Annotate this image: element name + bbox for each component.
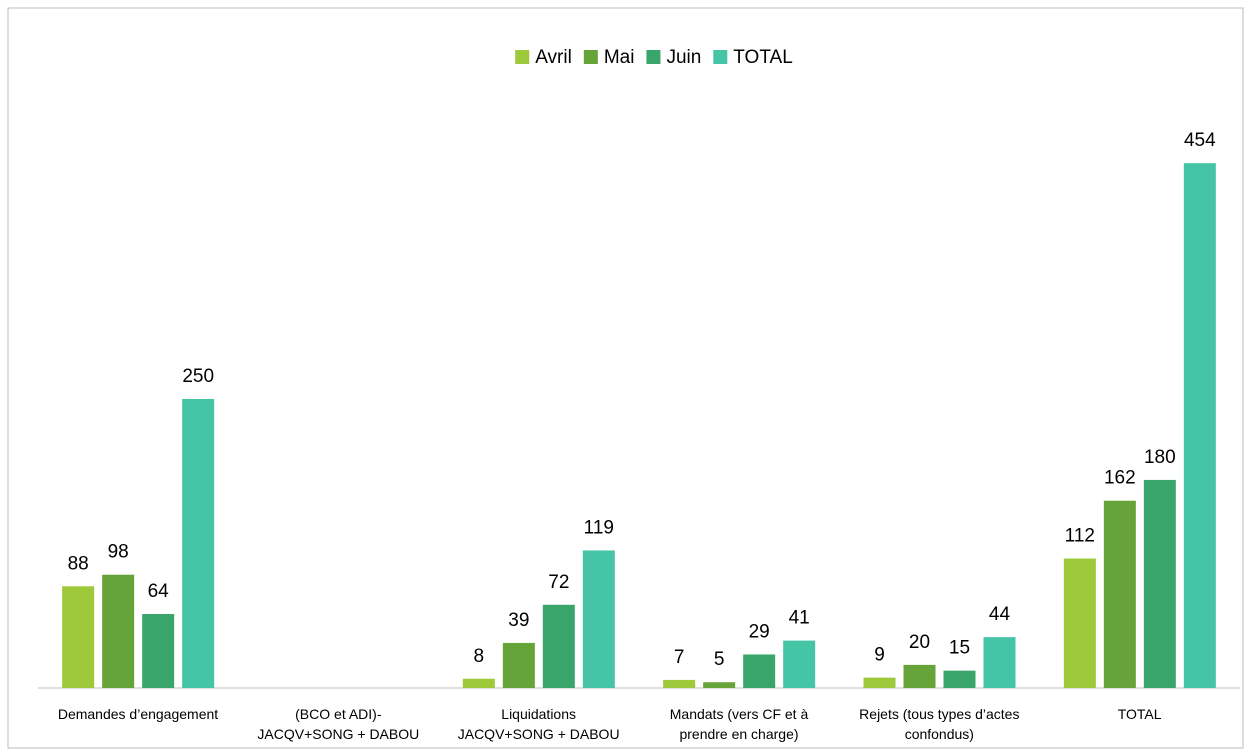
bar <box>102 574 135 688</box>
bar <box>863 677 896 688</box>
data-label: 5 <box>714 649 725 670</box>
legend-label: TOTAL <box>733 47 792 68</box>
bar <box>1143 479 1176 688</box>
legend-label: Mai <box>604 47 635 68</box>
data-label: 41 <box>789 608 810 629</box>
bar <box>62 586 95 688</box>
x-tick-label: (BCO et ADI)- JACQV+SONG + DABOU <box>257 706 420 742</box>
bar <box>142 614 175 688</box>
data-label: 98 <box>108 542 129 563</box>
data-label: 9 <box>874 645 885 666</box>
x-tick-label: Mandats (vers CF et à prendre en charge) <box>669 706 809 742</box>
data-label: 88 <box>68 553 89 574</box>
bar <box>1063 558 1096 688</box>
bar <box>703 682 736 688</box>
bar <box>983 637 1016 688</box>
data-label: 44 <box>989 604 1011 625</box>
bar <box>462 678 495 688</box>
bar <box>1103 500 1136 688</box>
data-label: 119 <box>584 517 614 538</box>
legend-label: Avril <box>535 47 572 68</box>
bar <box>1183 163 1216 688</box>
bar <box>182 399 215 688</box>
bar <box>502 642 535 688</box>
data-label: 7 <box>674 647 685 668</box>
data-label: 72 <box>548 572 569 593</box>
data-label: 162 <box>1104 468 1136 489</box>
data-label: 8 <box>474 646 485 667</box>
bar <box>783 640 816 688</box>
bar <box>943 670 976 688</box>
x-tick-label: Demandes d’engagement <box>57 706 219 722</box>
data-label: 454 <box>1184 130 1216 151</box>
data-label: 29 <box>749 621 770 642</box>
data-label: 15 <box>949 638 970 659</box>
x-tick-label: Liquidations JACQV+SONG + DABOU <box>457 706 620 742</box>
data-label: 39 <box>508 610 529 631</box>
bar <box>582 550 615 688</box>
x-tick-label: TOTAL <box>1117 706 1162 722</box>
legend-swatch <box>713 50 728 64</box>
legend-swatch <box>515 50 530 64</box>
bar <box>903 664 936 688</box>
bar <box>663 679 696 688</box>
data-label: 112 <box>1065 526 1095 547</box>
data-label: 64 <box>148 581 170 602</box>
legend-label: Juin <box>666 47 701 68</box>
data-label: 20 <box>909 632 930 653</box>
legend-swatch <box>583 50 598 64</box>
x-tick-label: Rejets (tous types d’actes confondus) <box>859 706 1020 742</box>
bar <box>743 654 776 688</box>
bar <box>542 604 575 688</box>
data-label: 180 <box>1144 447 1176 468</box>
legend-swatch <box>646 50 661 64</box>
data-label: 250 <box>182 366 214 387</box>
